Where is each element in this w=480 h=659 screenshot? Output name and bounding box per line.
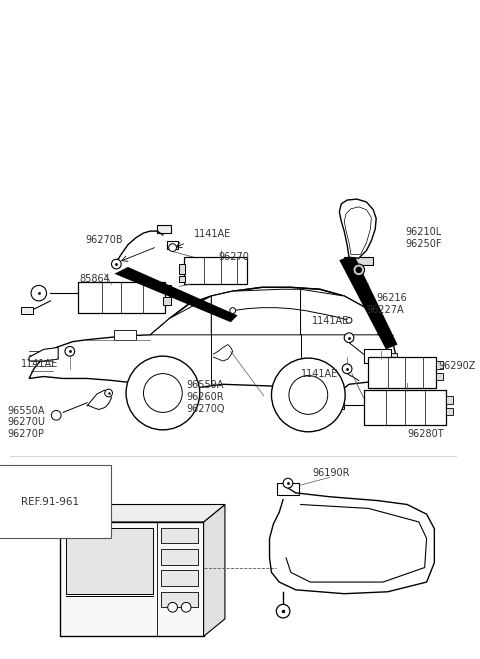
Bar <box>161 571 198 586</box>
Bar <box>436 361 443 369</box>
Bar <box>335 401 344 409</box>
Bar <box>66 528 153 594</box>
Circle shape <box>144 374 182 413</box>
Circle shape <box>111 259 121 269</box>
Bar <box>436 372 443 380</box>
Bar <box>184 257 247 285</box>
Circle shape <box>283 478 293 488</box>
Bar <box>60 522 204 637</box>
Text: 96270P: 96270P <box>8 429 45 439</box>
Polygon shape <box>114 267 238 322</box>
Text: 96270B: 96270B <box>85 235 123 245</box>
Text: 96227A: 96227A <box>367 304 404 315</box>
Text: 96190R: 96190R <box>312 468 350 478</box>
Bar <box>21 306 33 314</box>
Text: 96260R: 96260R <box>186 392 224 402</box>
Bar <box>163 297 171 304</box>
Text: 96250F: 96250F <box>405 239 442 249</box>
Text: 85864: 85864 <box>80 273 110 284</box>
Bar <box>114 330 136 339</box>
Polygon shape <box>29 287 396 400</box>
Polygon shape <box>344 207 372 254</box>
Bar <box>167 241 179 248</box>
Bar <box>363 390 446 425</box>
Bar <box>161 592 198 608</box>
Text: 96280T: 96280T <box>407 429 444 439</box>
Polygon shape <box>211 289 300 335</box>
Bar <box>391 353 396 359</box>
Bar <box>369 357 436 388</box>
Bar <box>344 257 373 265</box>
Bar <box>363 349 391 363</box>
Polygon shape <box>339 199 376 258</box>
Text: 96270: 96270 <box>218 252 249 262</box>
Bar <box>180 275 185 281</box>
Bar <box>277 483 299 495</box>
Bar <box>180 264 185 273</box>
Text: 96270U: 96270U <box>8 417 46 427</box>
Bar <box>446 396 453 404</box>
Circle shape <box>168 602 178 612</box>
Bar <box>163 285 171 293</box>
Text: 96550A: 96550A <box>8 405 45 416</box>
Polygon shape <box>339 254 397 349</box>
Text: 96270Q: 96270Q <box>186 404 225 414</box>
Text: 96290Z: 96290Z <box>438 361 476 371</box>
Circle shape <box>342 364 352 374</box>
Text: REF.91-961: REF.91-961 <box>21 497 80 507</box>
Circle shape <box>344 333 354 343</box>
Circle shape <box>105 389 112 397</box>
Text: 96210L: 96210L <box>405 227 442 237</box>
Circle shape <box>31 285 47 301</box>
Circle shape <box>289 376 328 415</box>
Circle shape <box>65 347 75 356</box>
Polygon shape <box>29 347 58 361</box>
Circle shape <box>181 602 191 612</box>
Text: 1141AE: 1141AE <box>300 369 338 379</box>
Bar <box>78 281 165 312</box>
Bar <box>157 225 171 233</box>
Text: 1141AE: 1141AE <box>194 229 231 239</box>
Circle shape <box>346 318 352 323</box>
Circle shape <box>168 244 177 252</box>
Bar <box>161 549 198 565</box>
Polygon shape <box>150 296 211 335</box>
Circle shape <box>51 411 61 420</box>
Circle shape <box>353 264 364 275</box>
Circle shape <box>276 604 290 618</box>
Polygon shape <box>300 289 378 335</box>
Polygon shape <box>204 505 225 637</box>
Text: 96559A: 96559A <box>186 380 224 390</box>
Text: 1141AE: 1141AE <box>312 316 349 326</box>
Circle shape <box>272 358 345 432</box>
Circle shape <box>230 308 236 314</box>
Bar <box>446 407 453 415</box>
Circle shape <box>126 356 200 430</box>
Bar <box>391 361 396 367</box>
Circle shape <box>356 267 361 273</box>
Polygon shape <box>60 505 225 522</box>
Bar <box>161 528 198 543</box>
Text: 96216: 96216 <box>376 293 407 303</box>
Text: 1141AE: 1141AE <box>21 359 59 369</box>
